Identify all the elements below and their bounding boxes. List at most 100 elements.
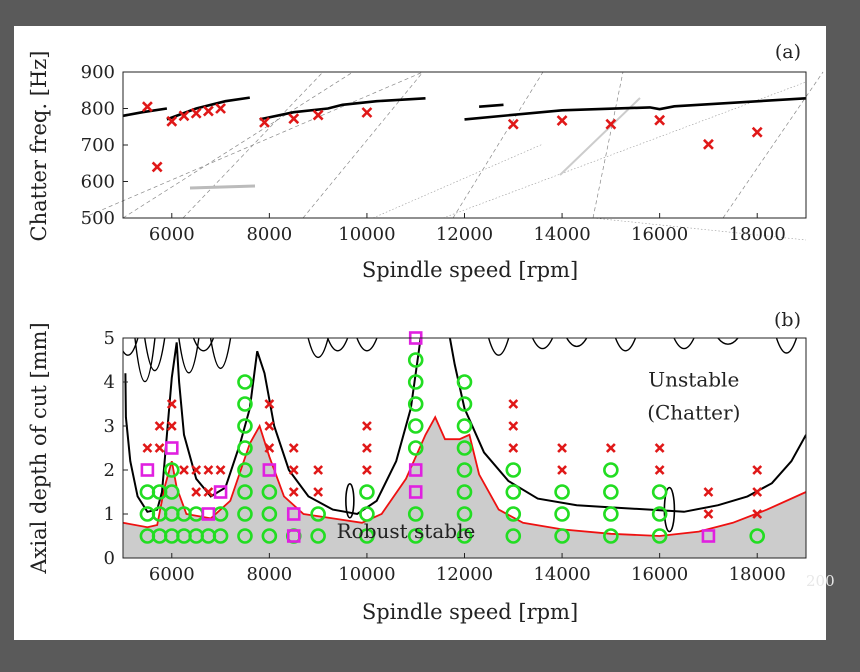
stable-point <box>651 484 668 500</box>
chatter-point-stroke <box>313 487 324 497</box>
stability-lobe-pocket <box>209 338 232 370</box>
panel-b-series <box>122 331 807 558</box>
chatter-point-stroke <box>288 487 299 497</box>
stable-point <box>237 374 253 390</box>
chatter-point-stroke <box>703 487 714 497</box>
chatter-point-stroke <box>362 465 372 475</box>
chatter-point <box>142 443 153 453</box>
stable-point <box>237 528 253 544</box>
chatter-point-stroke <box>557 465 567 475</box>
stable-point <box>407 418 424 434</box>
panel-a-y-ticks: 500 600 700 800 900 <box>81 62 128 229</box>
chatter-point-stroke <box>264 421 275 431</box>
marginal-point <box>213 485 228 499</box>
predicted-frequency-line <box>122 107 168 118</box>
stable-point <box>163 484 180 500</box>
panel-b-y-ticks: 0 1 2 3 4 5 <box>104 328 128 569</box>
panel-a-x-tick-label: 16000 <box>631 224 688 245</box>
panel-a-streak-line <box>452 71 544 219</box>
stable-point <box>237 462 253 478</box>
chatter-point-stroke <box>154 443 165 453</box>
chatter-point <box>288 465 299 475</box>
panel-b-x-tick-label: 8000 <box>246 564 292 585</box>
panel-b-x-ticks: 6000 8000 10000 12000 14000 16000 18000 <box>149 553 786 585</box>
chatter-point-stroke <box>288 465 299 475</box>
annotation-label: Robust stable <box>337 519 476 543</box>
watermark-text: 200 <box>806 572 835 590</box>
panel-b-y-tick-label: 4 <box>104 372 115 393</box>
chatter-point <box>508 421 519 431</box>
chatter-frequency-point-stroke <box>312 109 324 121</box>
chatter-point <box>752 509 763 519</box>
stable-point <box>603 528 619 544</box>
predicted-frequency-line <box>464 97 807 121</box>
stability-lobe-pocket <box>775 338 798 354</box>
panel-a-y-axis-label: Chatter freq. [Hz] <box>27 51 51 242</box>
panel-b-x-axis-label: Spindle speed [rpm] <box>362 600 578 624</box>
stable-point <box>456 484 473 500</box>
panel-a-streak-blur <box>189 184 256 190</box>
stable-point <box>261 528 278 544</box>
chatter-point-stroke <box>203 465 214 475</box>
marginal-point <box>164 441 179 455</box>
stable-point <box>237 396 253 412</box>
annotation-label: Unstable <box>648 367 739 391</box>
panel-a-x-tick-label: 10000 <box>338 224 395 245</box>
panel-a-streak-line <box>122 71 354 219</box>
stability-lobe-pocket <box>487 338 510 356</box>
panel-a-y-tick-label: 500 <box>81 208 115 229</box>
panel-b-y-axis-label: Axial depth of cut [mm] <box>27 322 51 574</box>
panel-b: 6000 8000 10000 12000 14000 16000 18000 0 1 2 3 4 5… <box>27 309 807 624</box>
panel-a-streak-line <box>302 71 424 219</box>
stable-point <box>456 440 473 456</box>
chatter-point-stroke <box>166 421 177 431</box>
stability-lobe-loop <box>345 482 355 519</box>
panel-a-x-tick-label: 6000 <box>149 224 195 245</box>
marginal-point <box>408 485 423 499</box>
chatter-point <box>264 421 275 431</box>
panel-b-y-tick-label: 3 <box>104 416 115 437</box>
chatter-frequency-point <box>288 113 300 125</box>
stable-point <box>456 374 473 390</box>
chatter-point <box>654 465 665 475</box>
stable-point <box>310 506 326 522</box>
stable-point <box>505 484 522 500</box>
panel-b-x-tick-label: 14000 <box>533 564 590 585</box>
chatter-frequency-point <box>751 126 763 138</box>
panel-b-y-tick-label: 1 <box>104 504 115 525</box>
stable-point <box>310 528 326 544</box>
chatter-point <box>752 487 763 497</box>
chatter-point-stroke <box>752 509 763 519</box>
panel-b-annotations: Unstable (Chatter) Robust stable <box>337 367 741 543</box>
panel-a-x-axis-label: Spindle speed [rpm] <box>362 258 578 282</box>
stable-point <box>407 440 424 456</box>
chatter-frequency-point-stroke <box>151 161 163 173</box>
chatter-point-stroke <box>142 443 153 453</box>
chatter-point <box>203 487 214 497</box>
stable-point <box>359 528 375 544</box>
marginal-point <box>286 507 301 521</box>
chatter-point <box>313 487 324 497</box>
stable-point <box>456 528 473 544</box>
annotation-label: (Chatter) <box>647 400 740 424</box>
stable-point <box>505 506 522 522</box>
chatter-point-stroke <box>508 399 519 409</box>
stable-point <box>749 528 766 544</box>
stable-point <box>456 506 473 522</box>
chatter-point-stroke <box>557 443 567 453</box>
chatter-point <box>179 465 189 475</box>
panel-a-x-tick-label: 18000 <box>729 224 786 245</box>
chatter-point <box>264 443 275 453</box>
stability-lobe-pocket <box>673 338 695 350</box>
stability-lobe-pocket <box>531 338 554 350</box>
chatter-point-stroke <box>752 465 763 475</box>
chatter-point-stroke <box>654 443 665 453</box>
panel-a-x-tick-label: 12000 <box>436 224 493 245</box>
stability-lobe-pocket <box>566 338 588 348</box>
chatter-point <box>703 487 714 497</box>
panel-a-streak-line <box>592 217 807 241</box>
chatter-frequency-point-stroke <box>654 114 666 126</box>
stable-point <box>407 506 424 522</box>
stable-point <box>651 506 668 522</box>
stability-lobe-pocket <box>144 338 166 372</box>
